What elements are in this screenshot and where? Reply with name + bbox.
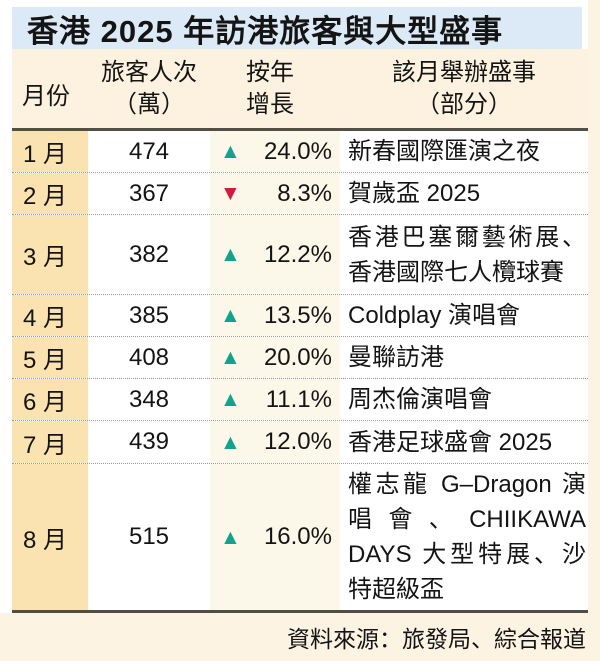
visitors-cell: 408 — [128, 343, 170, 371]
column-header-visitors-line2: （萬） — [113, 90, 185, 118]
growth-value: 12.2% — [263, 240, 332, 268]
source-note: 資料來源：旅發局、綜合報道 — [287, 626, 586, 652]
month-cell: 8 月 — [12, 464, 88, 610]
trend-up-icon: ▲ — [220, 430, 241, 454]
growth-value: 11.1% — [265, 385, 332, 413]
growth-cell: ▲ 13.5% — [210, 295, 340, 336]
events-cell: 香港足球盛會 2025 — [340, 421, 588, 463]
column-header-growth: 按年 增長 — [210, 57, 340, 121]
growth-cell: ▲ 12.2% — [210, 215, 340, 294]
events-text: Coldplay 演唱會 — [348, 302, 521, 329]
column-header-visitors: 旅客人次 （萬） — [88, 57, 210, 121]
events-text: 周杰倫演唱會 — [348, 386, 492, 413]
events-text: 賀歲盃 2025 — [348, 180, 481, 207]
growth-cell: ▼ 8.3% — [210, 173, 340, 214]
table-row-jan: 1 月 474 ▲ 24.0% 新春國際匯演之夜 — [12, 131, 588, 173]
growth-cell: ▲ 12.0% — [210, 421, 340, 463]
visitors-cell: 348 — [128, 385, 170, 413]
month-cell: 6 月 — [12, 379, 88, 420]
table-row-feb: 2 月 367 ▼ 8.3% 賀歲盃 2025 — [12, 173, 588, 215]
month-cell: 3 月 — [12, 215, 88, 294]
events-cell: 周杰倫演唱會 — [340, 379, 588, 420]
events-text: 曼聯訪港 — [348, 344, 444, 371]
growth-value: 20.0% — [263, 343, 332, 371]
column-header-events-line1: 該月舉辦盛事 — [392, 58, 536, 86]
growth-value: 16.0% — [263, 523, 332, 550]
table-row-apr: 4 月 385 ▲ 13.5% Coldplay 演唱會 — [12, 295, 588, 337]
events-cell: 曼聯訪港 — [340, 337, 588, 378]
table-header-row: 月份 旅客人次 （萬） 按年 增長 該月舉辦盛事 （部分） — [12, 49, 588, 128]
trend-down-icon: ▼ — [220, 182, 241, 205]
growth-value: 13.5% — [263, 301, 332, 329]
table-row-mar: 3 月 382 ▲ 12.2% 香港巴塞爾藝術展、香港國際七人欖球賽 — [12, 215, 588, 295]
column-header-growth-line1: 按年 — [246, 58, 294, 86]
column-header-month: 月份 — [12, 65, 88, 113]
trend-up-icon: ▲ — [220, 140, 241, 163]
column-header-month-label: 月份 — [22, 82, 70, 110]
column-header-events-line2: （部分） — [416, 90, 512, 118]
trend-up-icon: ▲ — [220, 304, 241, 327]
growth-value: 12.0% — [263, 428, 332, 455]
events-text: 新春國際匯演之夜 — [348, 138, 540, 165]
growth-cell: ▲ 20.0% — [210, 337, 340, 378]
growth-cell: ▲ 11.1% — [210, 379, 340, 420]
events-text: 香港巴塞爾藝術展、香港國際七人欖球賽 — [348, 223, 586, 286]
right-margin-strip — [588, 0, 600, 613]
trend-up-icon: ▲ — [220, 346, 241, 369]
visitors-cell: 367 — [128, 179, 170, 207]
events-text: 權志龍 G–Dragon 演唱會、CHIIKAWA DAYS 大型特展、沙特超級… — [348, 471, 586, 603]
month-cell: 7 月 — [12, 421, 88, 463]
table-row-may: 5 月 408 ▲ 20.0% 曼聯訪港 — [12, 337, 588, 379]
month-cell: 2 月 — [12, 173, 88, 214]
column-header-events: 該月舉辦盛事 （部分） — [340, 57, 588, 121]
title-bar: 香港 2025 年訪港旅客與大型盛事 — [12, 7, 582, 49]
growth-value: 8.3% — [277, 179, 332, 207]
trend-up-icon: ▲ — [220, 243, 241, 266]
column-header-growth-line2: 增長 — [246, 90, 294, 118]
visitors-cell: 515 — [128, 523, 170, 550]
trend-up-icon: ▲ — [220, 525, 241, 549]
events-cell: 賀歲盃 2025 — [340, 173, 588, 214]
month-cell: 1 月 — [12, 131, 88, 172]
events-cell: 香港巴塞爾藝術展、香港國際七人欖球賽 — [340, 215, 588, 294]
visitors-cell: 439 — [128, 428, 170, 455]
events-cell: 新春國際匯演之夜 — [340, 131, 588, 172]
column-header-visitors-line1: 旅客人次 — [101, 58, 197, 86]
events-cell: Coldplay 演唱會 — [340, 295, 588, 336]
table-row-aug: 8 月 515 ▲ 16.0% 權志龍 G–Dragon 演唱會、CHIIKAW… — [12, 464, 588, 610]
visitors-cell: 385 — [128, 301, 170, 329]
events-text: 香港足球盛會 2025 — [348, 428, 553, 456]
table-row-jun: 6 月 348 ▲ 11.1% 周杰倫演唱會 — [12, 379, 588, 421]
footer: 資料來源：旅發局、綜合報道 — [0, 613, 600, 661]
events-cell: 權志龍 G–Dragon 演唱會、CHIIKAWA DAYS 大型特展、沙特超級… — [340, 464, 588, 610]
table-row-jul: 7 月 439 ▲ 12.0% 香港足球盛會 2025 — [12, 421, 588, 464]
growth-value: 24.0% — [263, 137, 332, 165]
growth-cell: ▲ 16.0% — [210, 464, 340, 610]
visitors-cell: 474 — [128, 137, 170, 165]
table-body: 1 月 474 ▲ 24.0% 新春國際匯演之夜 2 月 367 ▼ 8.3% … — [12, 128, 588, 613]
visitors-cell: 382 — [128, 240, 170, 268]
trend-up-icon: ▲ — [220, 388, 241, 411]
month-cell: 5 月 — [12, 337, 88, 378]
growth-cell: ▲ 24.0% — [210, 131, 340, 172]
page-title: 香港 2025 年訪港旅客與大型盛事 — [27, 13, 504, 49]
month-cell: 4 月 — [12, 295, 88, 336]
